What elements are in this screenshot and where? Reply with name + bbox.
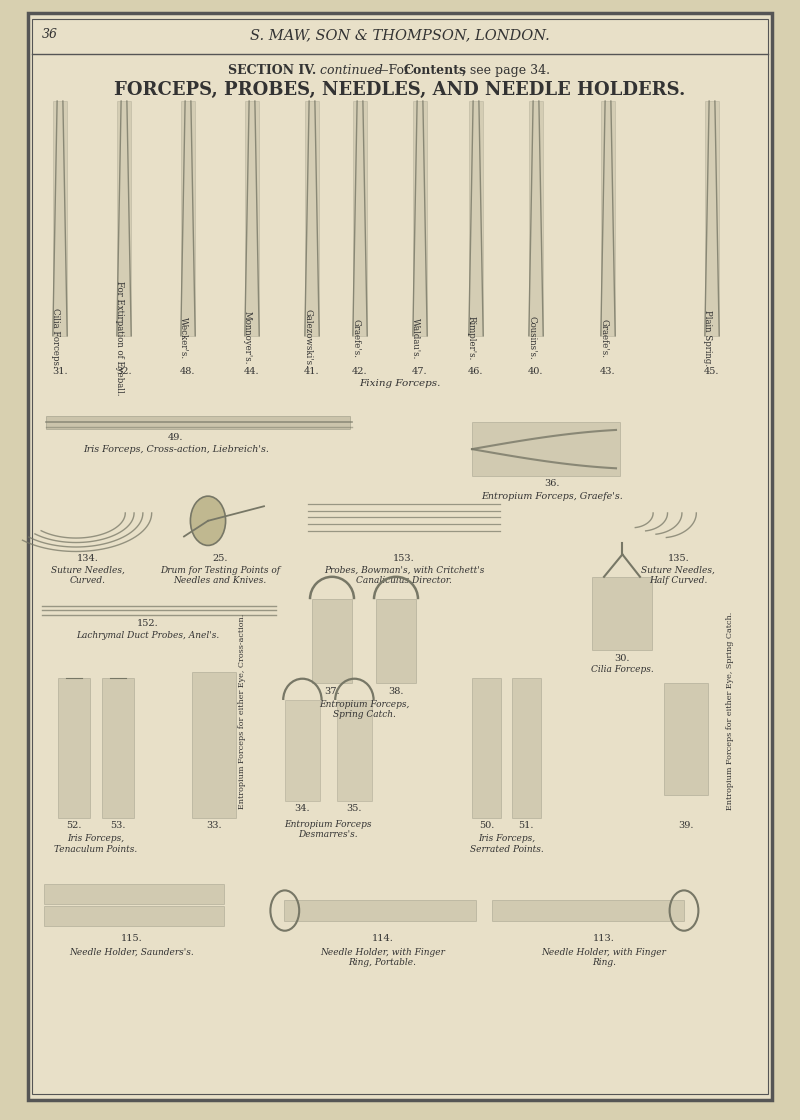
Text: Entropium Forceps for either Eye, Cross-action.: Entropium Forceps for either Eye, Cross-… xyxy=(238,614,246,809)
Text: Iris Forceps, Cross-action, Liebreich's.: Iris Forceps, Cross-action, Liebreich's. xyxy=(83,445,269,454)
Text: FORCEPS, PROBES, NEEDLES, AND NEEDLE HOLDERS.: FORCEPS, PROBES, NEEDLES, AND NEEDLE HOL… xyxy=(114,81,686,99)
Bar xyxy=(102,678,134,818)
Text: 53.: 53. xyxy=(110,821,126,830)
Text: 152.: 152. xyxy=(137,619,159,628)
Text: Fixing Forceps.: Fixing Forceps. xyxy=(359,379,441,388)
FancyBboxPatch shape xyxy=(28,13,772,1100)
Text: 38.: 38. xyxy=(388,687,404,696)
Text: 41.: 41. xyxy=(304,367,320,376)
Text: Iris Forceps,
Serrated Points.: Iris Forceps, Serrated Points. xyxy=(470,834,543,853)
Text: 49.: 49. xyxy=(168,433,184,442)
Text: 25.: 25. xyxy=(212,554,228,563)
Text: Entropium Forceps,
Spring Catch.: Entropium Forceps, Spring Catch. xyxy=(319,700,409,719)
Text: 135.: 135. xyxy=(667,554,690,563)
Bar xyxy=(305,101,319,336)
Bar xyxy=(472,422,620,476)
Text: 153.: 153. xyxy=(393,554,415,563)
Text: Cilia Forceps.: Cilia Forceps. xyxy=(51,308,60,368)
Text: 36.: 36. xyxy=(544,479,560,488)
Text: Rimpler's.: Rimpler's. xyxy=(467,316,476,361)
Bar xyxy=(592,577,652,650)
Text: Wecker's.: Wecker's. xyxy=(179,317,188,360)
Bar xyxy=(58,678,90,818)
Text: Drum for Testing Points of
Needles and Knives.: Drum for Testing Points of Needles and K… xyxy=(160,566,280,585)
Text: Galezowski's.: Galezowski's. xyxy=(303,309,312,367)
Text: 45.: 45. xyxy=(704,367,720,376)
Bar xyxy=(181,101,195,336)
Text: Waldau's.: Waldau's. xyxy=(411,318,420,358)
Text: 50.: 50. xyxy=(478,821,494,830)
Text: 115.: 115. xyxy=(121,934,143,943)
Bar xyxy=(337,700,372,801)
Bar xyxy=(413,101,427,336)
Text: Entropium Forceps, Graefe's.: Entropium Forceps, Graefe's. xyxy=(481,492,623,501)
Text: 37.: 37. xyxy=(324,687,340,696)
Bar xyxy=(44,906,224,926)
Text: 113.: 113. xyxy=(593,934,615,943)
Text: 134.: 134. xyxy=(77,554,99,563)
Text: Needle Holder, with Finger
Ring.: Needle Holder, with Finger Ring. xyxy=(542,948,666,967)
Bar xyxy=(312,599,352,683)
Text: Lachrymal Duct Probes, Anel's.: Lachrymal Duct Probes, Anel's. xyxy=(76,631,220,640)
Bar xyxy=(53,101,67,336)
Text: —For: —For xyxy=(376,64,414,77)
Text: 30.: 30. xyxy=(614,654,630,663)
Text: 40.: 40. xyxy=(528,367,544,376)
Bar xyxy=(285,700,320,801)
Text: 33.: 33. xyxy=(206,821,222,830)
Text: Needle Holder, with Finger
Ring, Portable.: Needle Holder, with Finger Ring, Portabl… xyxy=(320,948,445,967)
Text: 34.: 34. xyxy=(294,804,310,813)
Text: , see page 34.: , see page 34. xyxy=(462,64,550,77)
Text: Probes, Bowman's, with Critchett's
Canaliculus Director.: Probes, Bowman's, with Critchett's Canal… xyxy=(324,566,484,585)
Text: Graefe's.: Graefe's. xyxy=(599,319,608,357)
Text: 52.: 52. xyxy=(66,821,82,830)
Text: 44.: 44. xyxy=(244,367,260,376)
Bar xyxy=(529,101,543,336)
Text: 48.: 48. xyxy=(180,367,196,376)
Text: 42.: 42. xyxy=(352,367,368,376)
Text: Monnoyer's.: Monnoyer's. xyxy=(243,311,252,365)
Text: S. MAW, SON & THOMPSON, LONDON.: S. MAW, SON & THOMPSON, LONDON. xyxy=(250,28,550,41)
Bar xyxy=(284,900,476,921)
Text: 43.: 43. xyxy=(600,367,616,376)
Text: Entropium Forceps for either Eye, Spring Catch.: Entropium Forceps for either Eye, Spring… xyxy=(726,612,734,811)
Text: Suture Needles,
Half Curved.: Suture Needles, Half Curved. xyxy=(642,566,715,585)
Bar xyxy=(492,900,684,921)
Bar xyxy=(117,101,131,336)
Bar xyxy=(472,678,501,818)
Text: Contents: Contents xyxy=(404,64,467,77)
Text: Entropium Forceps
Desmarres's.: Entropium Forceps Desmarres's. xyxy=(284,820,372,839)
Bar xyxy=(601,101,615,336)
Text: Suture Needles,
Curved.: Suture Needles, Curved. xyxy=(51,566,125,585)
Text: Needle Holder, Saunders's.: Needle Holder, Saunders's. xyxy=(70,948,194,956)
Text: 36: 36 xyxy=(42,28,58,41)
Text: 32.: 32. xyxy=(116,367,132,376)
Text: 35.: 35. xyxy=(346,804,362,813)
Bar xyxy=(245,101,259,336)
Text: 46.: 46. xyxy=(468,367,484,376)
Bar xyxy=(353,101,367,336)
Text: 31.: 31. xyxy=(52,367,68,376)
Text: 47.: 47. xyxy=(412,367,428,376)
Text: For Extirpation of Eyeball.: For Extirpation of Eyeball. xyxy=(115,281,124,395)
Bar xyxy=(512,678,541,818)
Bar xyxy=(376,599,416,683)
Text: 39.: 39. xyxy=(678,821,694,830)
Text: SECTION IV.: SECTION IV. xyxy=(228,64,316,77)
Text: continued: continued xyxy=(316,64,383,77)
Bar xyxy=(705,101,719,336)
Bar xyxy=(192,672,236,818)
Text: Cilia Forceps.: Cilia Forceps. xyxy=(591,665,654,674)
Text: Plain Spring.: Plain Spring. xyxy=(703,310,712,366)
Text: 51.: 51. xyxy=(518,821,534,830)
Bar xyxy=(46,416,350,429)
Text: Iris Forceps,
Tenaculum Points.: Iris Forceps, Tenaculum Points. xyxy=(54,834,138,853)
Bar xyxy=(469,101,483,336)
Circle shape xyxy=(190,496,226,545)
Text: Cousins's.: Cousins's. xyxy=(527,316,536,361)
Bar xyxy=(664,683,708,795)
Text: Graefe's.: Graefe's. xyxy=(351,319,360,357)
Bar xyxy=(44,884,224,904)
Text: 114.: 114. xyxy=(371,934,394,943)
